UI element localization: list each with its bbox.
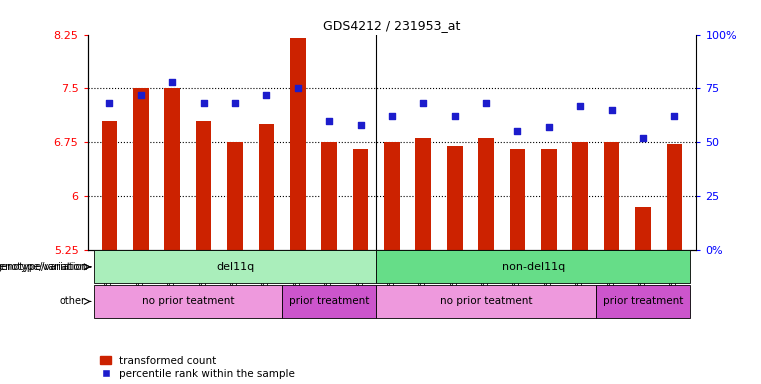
Point [323,118,336,124]
Point [260,92,272,98]
Legend: transformed count, percentile rank within the sample: transformed count, percentile rank withi… [100,356,295,379]
Bar [133,88,148,250]
Point [229,100,241,106]
Bar [541,149,556,250]
Bar [376,250,690,283]
Bar [282,285,376,318]
Point [417,100,429,106]
Point [637,135,649,141]
Point [198,100,210,106]
Text: prior treatment: prior treatment [289,296,369,306]
Bar [416,139,431,250]
Text: del11q: del11q [216,262,254,272]
Bar [510,149,525,250]
Point [606,107,618,113]
Bar [94,250,376,283]
Point [166,79,178,85]
Bar [447,146,463,250]
Bar [290,38,306,250]
Bar [94,285,282,318]
Point [511,128,524,134]
Bar [667,144,682,250]
Bar [478,139,494,250]
Title: GDS4212 / 231953_at: GDS4212 / 231953_at [323,19,460,32]
Bar [376,285,596,318]
Bar [228,142,243,250]
Bar [164,88,180,250]
Bar [596,285,690,318]
Point [448,113,460,119]
Point [668,113,680,119]
Bar [352,149,368,250]
Point [543,124,555,130]
Point [480,100,492,106]
Text: other: other [60,296,86,306]
Bar [102,121,117,250]
Bar [321,142,337,250]
Text: non-del11q: non-del11q [501,262,565,272]
Text: no prior teatment: no prior teatment [142,296,234,306]
Text: genotype/variation: genotype/variation [0,262,86,272]
Bar [196,121,212,250]
Point [135,92,147,98]
Bar [603,142,619,250]
Point [103,100,116,106]
Text: prior treatment: prior treatment [603,296,683,306]
Bar [384,142,400,250]
Point [291,85,304,91]
Bar [572,142,588,250]
Text: no prior teatment: no prior teatment [440,296,532,306]
Point [574,103,586,109]
Point [355,122,367,128]
Bar [635,207,651,250]
Point [386,113,398,119]
Text: genotype/variation: genotype/variation [0,262,88,272]
Bar [259,124,274,250]
